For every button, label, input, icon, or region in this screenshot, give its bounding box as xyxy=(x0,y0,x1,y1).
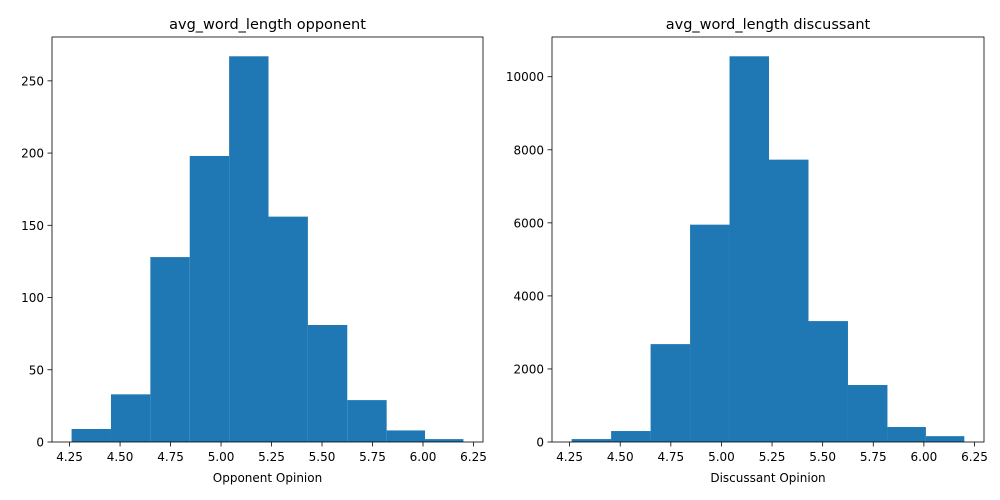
histogram-bar xyxy=(887,427,926,442)
histogram-bar xyxy=(808,321,848,442)
histogram-bar xyxy=(307,324,348,442)
histogram-bar xyxy=(347,400,387,442)
histogram-panel-opponent: avg_word_length opponent 4.25 4.50 4.75 5.0… xyxy=(21,17,487,485)
y-tick-label: 6000 xyxy=(513,216,544,230)
x-tick-label: 5.00 xyxy=(208,450,235,464)
x-tick-label: 6.25 xyxy=(961,450,988,464)
y-tick-label: 50 xyxy=(29,363,44,377)
y-axis-ticks: 0 2000 4000 6000 8000 10000 xyxy=(506,70,552,450)
x-tick-label: 6.00 xyxy=(911,450,938,464)
histogram-bar xyxy=(386,430,426,442)
histogram-bar xyxy=(110,394,151,442)
x-tick-label: 4.50 xyxy=(607,450,634,464)
x-tick-label: 5.25 xyxy=(759,450,786,464)
x-tick-label: 6.25 xyxy=(460,450,487,464)
y-tick-label: 10000 xyxy=(506,70,544,84)
x-tick-label: 5.25 xyxy=(258,450,285,464)
y-tick-label: 250 xyxy=(21,74,44,88)
bars-group xyxy=(71,56,464,442)
y-tick-label: 2000 xyxy=(513,362,544,376)
bars-group xyxy=(571,56,965,442)
x-axis-label: Discussant Opinion xyxy=(710,471,825,485)
histogram-bar xyxy=(425,439,464,442)
histogram-bar xyxy=(150,257,190,442)
x-tick-label: 5.75 xyxy=(860,450,887,464)
x-tick-label: 4.25 xyxy=(56,450,83,464)
x-axis-ticks: 4.25 4.50 4.75 5.00 5.25 5.50 5.75 6.00 6.25 xyxy=(56,442,487,464)
x-axis-label: Opponent Opinion xyxy=(213,471,322,485)
x-tick-label: 5.50 xyxy=(809,450,836,464)
y-tick-label: 0 xyxy=(536,436,544,450)
x-tick-label: 4.50 xyxy=(107,450,134,464)
x-tick-label: 5.75 xyxy=(359,450,386,464)
x-tick-label: 4.75 xyxy=(157,450,184,464)
histogram-bar xyxy=(229,56,269,442)
histogram-bar xyxy=(847,385,888,442)
histogram-panel-discussant: avg_word_length discussant 4.25 4.50 4.75 5… xyxy=(506,17,988,485)
histogram-bar xyxy=(650,344,691,442)
y-tick-label: 0 xyxy=(36,436,44,450)
y-tick-label: 200 xyxy=(21,147,44,161)
x-axis-ticks: 4.25 4.50 4.75 5.00 5.25 5.50 5.75 6.00 6.25 xyxy=(556,442,988,464)
x-tick-label: 4.25 xyxy=(556,450,583,464)
y-tick-label: 4000 xyxy=(513,289,544,303)
histogram-bar xyxy=(611,431,651,442)
y-tick-label: 100 xyxy=(21,291,44,305)
chart-title: avg_word_length opponent xyxy=(169,17,366,33)
histogram-bar xyxy=(729,56,770,442)
plot-frame xyxy=(551,36,985,443)
histogram-bar xyxy=(571,439,612,442)
histogram-bar xyxy=(71,429,111,442)
histogram-bar xyxy=(690,224,730,442)
y-axis-ticks: 0 50 100 150 200 250 xyxy=(21,74,52,450)
x-tick-label: 5.50 xyxy=(309,450,336,464)
histogram-bar xyxy=(769,159,809,442)
histogram-bar xyxy=(925,436,965,442)
x-tick-label: 4.75 xyxy=(657,450,684,464)
y-tick-label: 150 xyxy=(21,219,44,233)
histogram-bar xyxy=(268,216,308,442)
histogram-bar xyxy=(189,155,230,442)
plot-frame xyxy=(51,36,484,443)
x-tick-label: 5.00 xyxy=(708,450,735,464)
y-tick-label: 8000 xyxy=(513,143,544,157)
chart-title: avg_word_length discussant xyxy=(666,17,871,33)
x-tick-label: 6.00 xyxy=(410,450,437,464)
